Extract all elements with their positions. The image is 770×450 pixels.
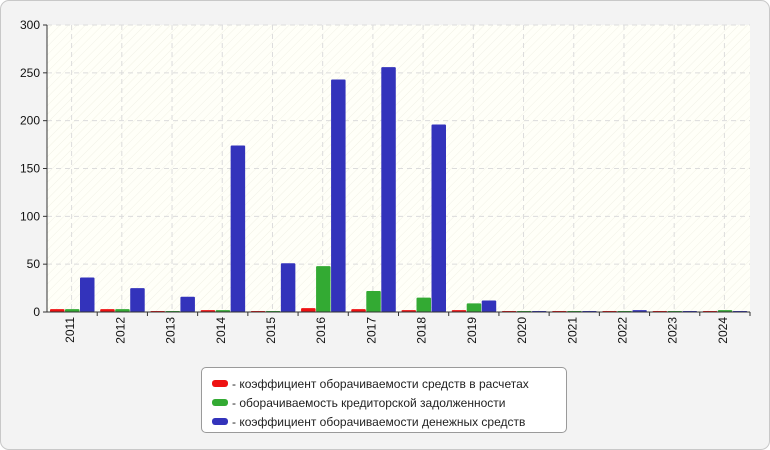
bar xyxy=(301,308,316,312)
y-tick-label: 0 xyxy=(33,305,40,319)
legend-label-cash-turnover: - коэффициент оборачиваемости денежных с… xyxy=(232,414,526,429)
x-tick-label: 2012 xyxy=(113,317,127,344)
bar xyxy=(466,303,482,312)
x-tick-label: 2015 xyxy=(264,317,278,344)
y-tick-label: 250 xyxy=(20,66,40,80)
x-tick-label: 2024 xyxy=(716,317,730,344)
legend-label-payables-turnover: - оборачиваемость кредиторской задолженн… xyxy=(232,395,506,410)
y-tick-label: 50 xyxy=(27,257,41,271)
y-tick-label: 200 xyxy=(20,114,40,128)
legend-label-receivables-turnover: - коэффициент оборачиваемости средств в … xyxy=(232,376,529,391)
bar xyxy=(416,297,431,312)
bar xyxy=(230,145,246,312)
bar xyxy=(130,288,145,312)
bar xyxy=(366,290,381,312)
legend-item-payables-turnover: - оборачиваемость кредиторской задолженн… xyxy=(212,393,566,412)
x-tick-label: 2022 xyxy=(615,317,629,344)
bar xyxy=(100,309,115,312)
bar xyxy=(351,309,366,312)
x-tick-label: 2020 xyxy=(515,317,529,344)
x-tick-label: 2014 xyxy=(214,317,228,344)
legend-swatch-red xyxy=(212,380,228,387)
x-tick-label: 2016 xyxy=(314,317,328,344)
y-tick-label: 300 xyxy=(20,18,40,32)
x-tick-label: 2018 xyxy=(415,317,429,344)
x-tick-label: 2023 xyxy=(666,317,680,344)
bar xyxy=(481,300,497,312)
bar xyxy=(180,296,195,312)
legend-item-receivables-turnover: - коэффициент оборачиваемости средств в … xyxy=(212,374,566,393)
x-tick-label: 2011 xyxy=(63,317,77,343)
chart-legend: - коэффициент оборачиваемости средств в … xyxy=(201,367,567,433)
bar xyxy=(316,266,331,312)
x-tick-label: 2019 xyxy=(465,317,479,344)
x-tick-label: 2017 xyxy=(364,317,378,344)
legend-item-cash-turnover: - коэффициент оборачиваемости денежных с… xyxy=(212,412,566,431)
legend-swatch-green xyxy=(212,399,228,406)
bar xyxy=(115,309,130,312)
bar xyxy=(280,263,296,312)
bar xyxy=(65,309,80,312)
x-tick-label: 2021 xyxy=(565,317,579,344)
bar xyxy=(331,79,346,312)
bar xyxy=(80,277,95,312)
bar xyxy=(381,67,396,313)
x-tick-label: 2013 xyxy=(164,317,178,344)
y-tick-label: 150 xyxy=(20,162,40,176)
y-tick-label: 100 xyxy=(20,209,40,223)
bar xyxy=(431,124,446,312)
bar xyxy=(50,309,65,312)
legend-swatch-blue xyxy=(212,418,228,425)
